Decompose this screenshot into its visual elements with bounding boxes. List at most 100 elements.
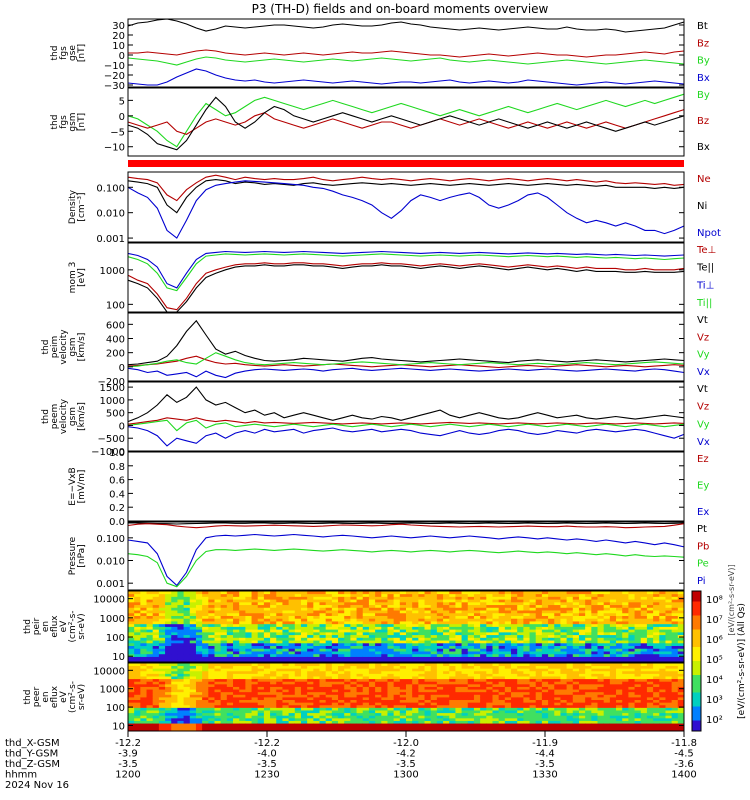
spectrogram-cell (430, 728, 438, 732)
spectrogram-cell (239, 645, 246, 649)
spectrogram-cell (671, 686, 679, 690)
spectrogram-cell (541, 689, 549, 693)
spectrogram-cell (578, 659, 586, 663)
spectrogram-cell (251, 648, 259, 652)
spectrogram-cell (189, 593, 197, 597)
spectrogram-cell (368, 601, 376, 606)
spectrogram-cell (171, 681, 178, 685)
spectrogram-cell (313, 725, 320, 729)
spectrogram-cell (368, 712, 376, 716)
spectrogram-cell (350, 637, 357, 641)
spectrogram-cell (214, 612, 222, 616)
spectrogram-cell (418, 678, 425, 682)
spectrogram-cell (189, 607, 197, 611)
spectrogram-cell (548, 607, 555, 611)
spectrogram-cell (245, 725, 252, 729)
spectrogram-cell (368, 648, 376, 652)
spectrogram-cell (677, 631, 685, 636)
spectrogram-cell (288, 610, 296, 614)
spectrogram-cell (412, 720, 419, 724)
spectrogram-cell (467, 710, 475, 714)
spectrogram-cell (430, 678, 438, 682)
spectrogram-cell (535, 670, 543, 674)
spectrogram-cell (560, 591, 568, 595)
spectrogram-cell (368, 637, 376, 641)
spectrogram-cell (504, 723, 512, 727)
spectrogram-cell (498, 689, 506, 693)
spectrogram-cell (628, 621, 635, 625)
spectrogram-cell (517, 591, 524, 595)
spectrogram-cell (418, 612, 425, 616)
spectrogram-cell (245, 702, 252, 706)
spectrogram-cell (616, 621, 623, 625)
spectrogram-cell (189, 725, 197, 729)
spectrogram-cell (616, 728, 623, 732)
spectrogram-cell (165, 710, 172, 714)
spectrogram-cell (591, 710, 598, 714)
spectrogram-cell (578, 702, 586, 706)
spectrogram-cell (208, 681, 215, 685)
spectrogram-cell (597, 707, 605, 711)
spectrogram-cell (529, 663, 537, 667)
series-Vy (127, 419, 685, 432)
spectrogram-cell (535, 725, 543, 729)
spectrogram-cell (331, 607, 339, 611)
spectrogram-cell (455, 607, 462, 611)
spectrogram-cell (646, 673, 654, 677)
spectrogram-cell (424, 691, 432, 695)
spectrogram-cell (585, 615, 592, 619)
spectrogram-cell (616, 604, 623, 608)
spectrogram-cell (288, 676, 296, 680)
spectrogram-cell (529, 645, 537, 649)
spectrogram-cell (356, 707, 364, 711)
spectrogram-cell (597, 634, 605, 638)
spectrogram-cell (393, 631, 401, 636)
spectrogram-cell (671, 723, 679, 727)
spectrogram-cell (430, 681, 438, 685)
spectrogram-cell (381, 607, 388, 611)
spectrogram-cell (307, 668, 314, 672)
spectrogram-cell (158, 725, 166, 729)
spectrogram-cell (492, 720, 500, 724)
spectrogram-cell (659, 637, 666, 641)
spectrogram-cell (653, 610, 660, 614)
spectrogram-cell (276, 651, 283, 655)
spectrogram-cell (486, 659, 493, 663)
spectrogram-cell (344, 591, 351, 595)
spectrogram-cell (480, 668, 487, 672)
spectrogram-cell (387, 710, 395, 714)
spectrogram-cell (177, 668, 184, 672)
spectrogram-cell (461, 681, 469, 685)
spectrogram-cell (393, 689, 401, 693)
spectrogram-cell (152, 715, 160, 719)
spectrogram-cell (461, 621, 469, 625)
spectrogram-cell (276, 610, 283, 614)
spectrogram-cell (195, 681, 203, 685)
spectrogram-cell (591, 612, 598, 616)
spectrogram-cell (535, 653, 543, 657)
spectrogram-cell (436, 596, 444, 600)
spectrogram-cell (381, 697, 388, 701)
spectrogram-cell (665, 604, 673, 608)
spectrogram-cell (300, 668, 308, 672)
spectrogram-cell (492, 640, 500, 644)
spectrogram-cell (152, 656, 160, 660)
spectrogram-cell (560, 691, 568, 695)
spectrogram-cell (350, 601, 357, 606)
spectrogram-cell (177, 621, 184, 625)
spectrogram-cell (134, 637, 141, 641)
spectrogram-cell (325, 648, 333, 652)
spectrogram-cell (677, 663, 685, 667)
spectrogram-cell (541, 673, 549, 677)
spectrogram-cell (523, 670, 530, 674)
spectrogram-cell (165, 640, 172, 644)
spectrogram-cell (313, 626, 320, 630)
spectrogram-cell (659, 656, 666, 660)
spectrogram-cell (331, 691, 339, 695)
spectrogram-cell (560, 659, 568, 663)
spectrogram-cell (399, 653, 407, 657)
spectrogram-cell (387, 720, 395, 724)
spectrogram-cell (307, 618, 314, 622)
spectrogram-cell (418, 601, 425, 606)
spectrogram-cell (591, 665, 598, 669)
